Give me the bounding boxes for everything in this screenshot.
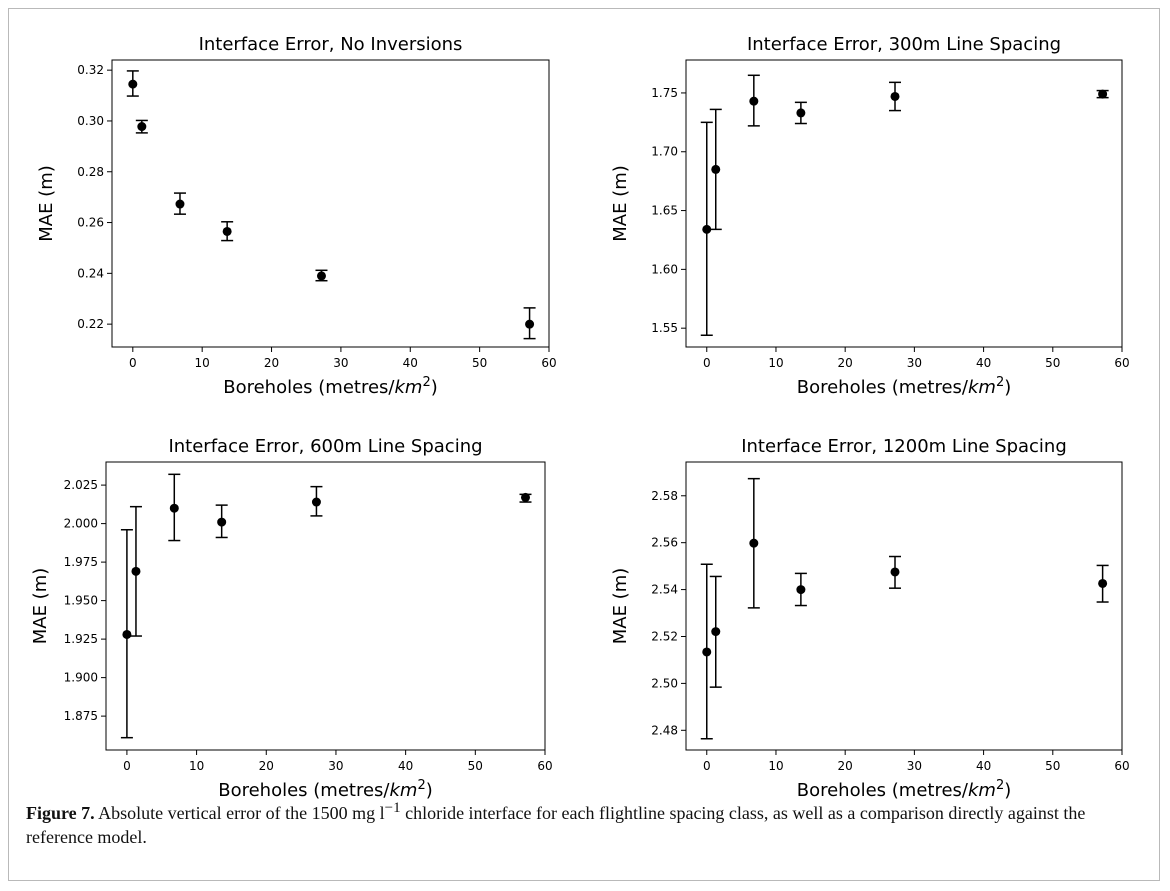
chart-1-y-tick-label: 0.24: [77, 266, 104, 280]
chart-1-x-tick-label: 50: [472, 356, 487, 370]
caption-text-2: chloride interface for each flightline s…: [26, 803, 1086, 847]
chart-2-plot-frame: [685, 59, 1123, 348]
chart-2-x-tick-label: 30: [907, 356, 922, 370]
chart-1-x-tick-label: 20: [264, 356, 279, 370]
chart-1-plot-frame: [111, 59, 550, 348]
chart-4-data-point: [702, 647, 712, 657]
chart-3-y-tick-label: 2.000: [64, 517, 98, 531]
chart-4-y-tick-label: 2.48: [651, 723, 678, 737]
chart-4-data-point: [749, 538, 759, 548]
chart-2-y-tick-label: 1.65: [651, 204, 678, 218]
chart-3-y-tick-label: 2.025: [64, 478, 98, 492]
chart-1-y-tick-label: 0.22: [77, 317, 104, 331]
chart-3-x-tick-label: 10: [189, 759, 204, 773]
chart-1-y-tick-label: 0.32: [77, 63, 104, 77]
chart-4-x-tick-label: 60: [1114, 759, 1129, 773]
chart-3-y-axis-label: MAE (m): [30, 568, 51, 645]
chart-3-y-tick-label: 1.900: [64, 671, 98, 685]
chart-1-data-point: [175, 199, 185, 209]
chart-4-y-tick-label: 2.50: [651, 676, 678, 690]
chart-4-x-tick-label: 50: [1045, 759, 1060, 773]
chart-3-x-tick-label: 50: [468, 759, 483, 773]
chart-2-data-point: [749, 96, 759, 106]
chart-2-y-axis-label: MAE (m): [610, 165, 631, 242]
chart-2-title: Interface Error, 300m Line Spacing: [747, 34, 1061, 55]
chart-1-y-tick-label: 0.28: [77, 165, 104, 179]
caption-superscript: −1: [384, 800, 401, 816]
chart-4-x-tick-label: 20: [838, 759, 853, 773]
chart-4-x-tick-label: 0: [703, 759, 711, 773]
chart-3-y-tick-label: 1.950: [64, 594, 98, 608]
chart-2-x-axis-label: Boreholes (metres/km2): [797, 375, 1012, 398]
chart-2-data-point: [890, 91, 900, 101]
chart-4-x-tick-label: 30: [907, 759, 922, 773]
chart-3-x-tick-label: 60: [537, 759, 552, 773]
chart-1-data-point: [128, 79, 138, 89]
chart-4-data-point: [796, 585, 806, 595]
chart-2-x-tick-label: 20: [838, 356, 853, 370]
chart-3-data-point: [122, 629, 132, 639]
chart-4-data-point: [711, 627, 721, 637]
chart-4-data-point: [1098, 578, 1108, 588]
figure-panel: [8, 8, 1160, 881]
chart-2-y-tick-label: 1.55: [651, 321, 678, 335]
chart-3-data-point: [169, 503, 179, 513]
chart-3-data-point: [311, 497, 321, 507]
chart-3-x-tick-label: 20: [259, 759, 274, 773]
chart-1-title: Interface Error, No Inversions: [199, 34, 463, 55]
chart-2-data-point: [711, 164, 721, 174]
chart-3-data-point: [131, 566, 141, 576]
chart-4-plot-frame: [685, 461, 1123, 751]
chart-1-x-tick-label: 10: [195, 356, 210, 370]
chart-2-data-point: [1098, 89, 1108, 99]
chart-2-x-tick-label: 0: [703, 356, 711, 370]
chart-1-x-tick-label: 0: [129, 356, 137, 370]
chart-2-data-point: [702, 224, 712, 234]
chart-3-y-tick-label: 1.875: [64, 709, 98, 723]
chart-4-x-tick-label: 40: [976, 759, 991, 773]
chart-4-y-tick-label: 2.58: [651, 489, 678, 503]
chart-1-data-point: [525, 319, 535, 329]
chart-4-data-point: [890, 567, 900, 577]
chart-4-y-tick-label: 2.54: [651, 583, 678, 597]
chart-2-x-tick-label: 50: [1045, 356, 1060, 370]
figure-label: Figure 7.: [26, 803, 95, 823]
chart-1-y-tick-label: 0.30: [77, 114, 104, 128]
chart-3-y-tick-label: 1.975: [64, 555, 98, 569]
chart-1-x-tick-label: 40: [403, 356, 418, 370]
chart-2-y-tick-label: 1.75: [651, 86, 678, 100]
chart-4-x-axis-label: Boreholes (metres/km2): [797, 778, 1012, 801]
chart-3-y-tick-label: 1.925: [64, 632, 98, 646]
chart-2-y-tick-label: 1.60: [651, 262, 678, 276]
chart-1-x-tick-label: 30: [333, 356, 348, 370]
chart-1-data-point: [316, 271, 326, 281]
chart-3-x-tick-label: 0: [123, 759, 131, 773]
chart-3-title: Interface Error, 600m Line Spacing: [168, 436, 482, 457]
chart-3-data-point: [217, 517, 227, 527]
chart-2-y-tick-label: 1.70: [651, 145, 678, 159]
chart-3-plot-frame: [105, 461, 546, 751]
chart-3-x-tick-label: 40: [398, 759, 413, 773]
chart-4-x-tick-label: 10: [768, 759, 783, 773]
chart-4-y-tick-label: 2.56: [651, 536, 678, 550]
chart-1-x-tick-label: 60: [541, 356, 556, 370]
chart-3-x-axis-label: Boreholes (metres/km2): [218, 778, 433, 801]
chart-4-title: Interface Error, 1200m Line Spacing: [741, 436, 1067, 457]
chart-4-y-tick-label: 2.52: [651, 629, 678, 643]
chart-3-data-point: [520, 492, 530, 502]
caption-text-1: Absolute vertical error of the 1500 mg l: [94, 803, 385, 823]
chart-1-y-axis-label: MAE (m): [36, 165, 57, 242]
figure-caption: Figure 7. Absolute vertical error of the…: [26, 796, 1141, 849]
chart-1-y-tick-label: 0.26: [77, 216, 104, 230]
chart-3-x-tick-label: 30: [328, 759, 343, 773]
chart-1-x-axis-label: Boreholes (metres/km2): [223, 375, 438, 398]
chart-2-x-tick-label: 40: [976, 356, 991, 370]
chart-4-y-axis-label: MAE (m): [610, 568, 631, 645]
chart-1-data-point: [222, 226, 232, 236]
chart-2-data-point: [796, 108, 806, 118]
chart-2-x-tick-label: 10: [768, 356, 783, 370]
chart-2-x-tick-label: 60: [1114, 356, 1129, 370]
chart-1-data-point: [137, 122, 147, 132]
